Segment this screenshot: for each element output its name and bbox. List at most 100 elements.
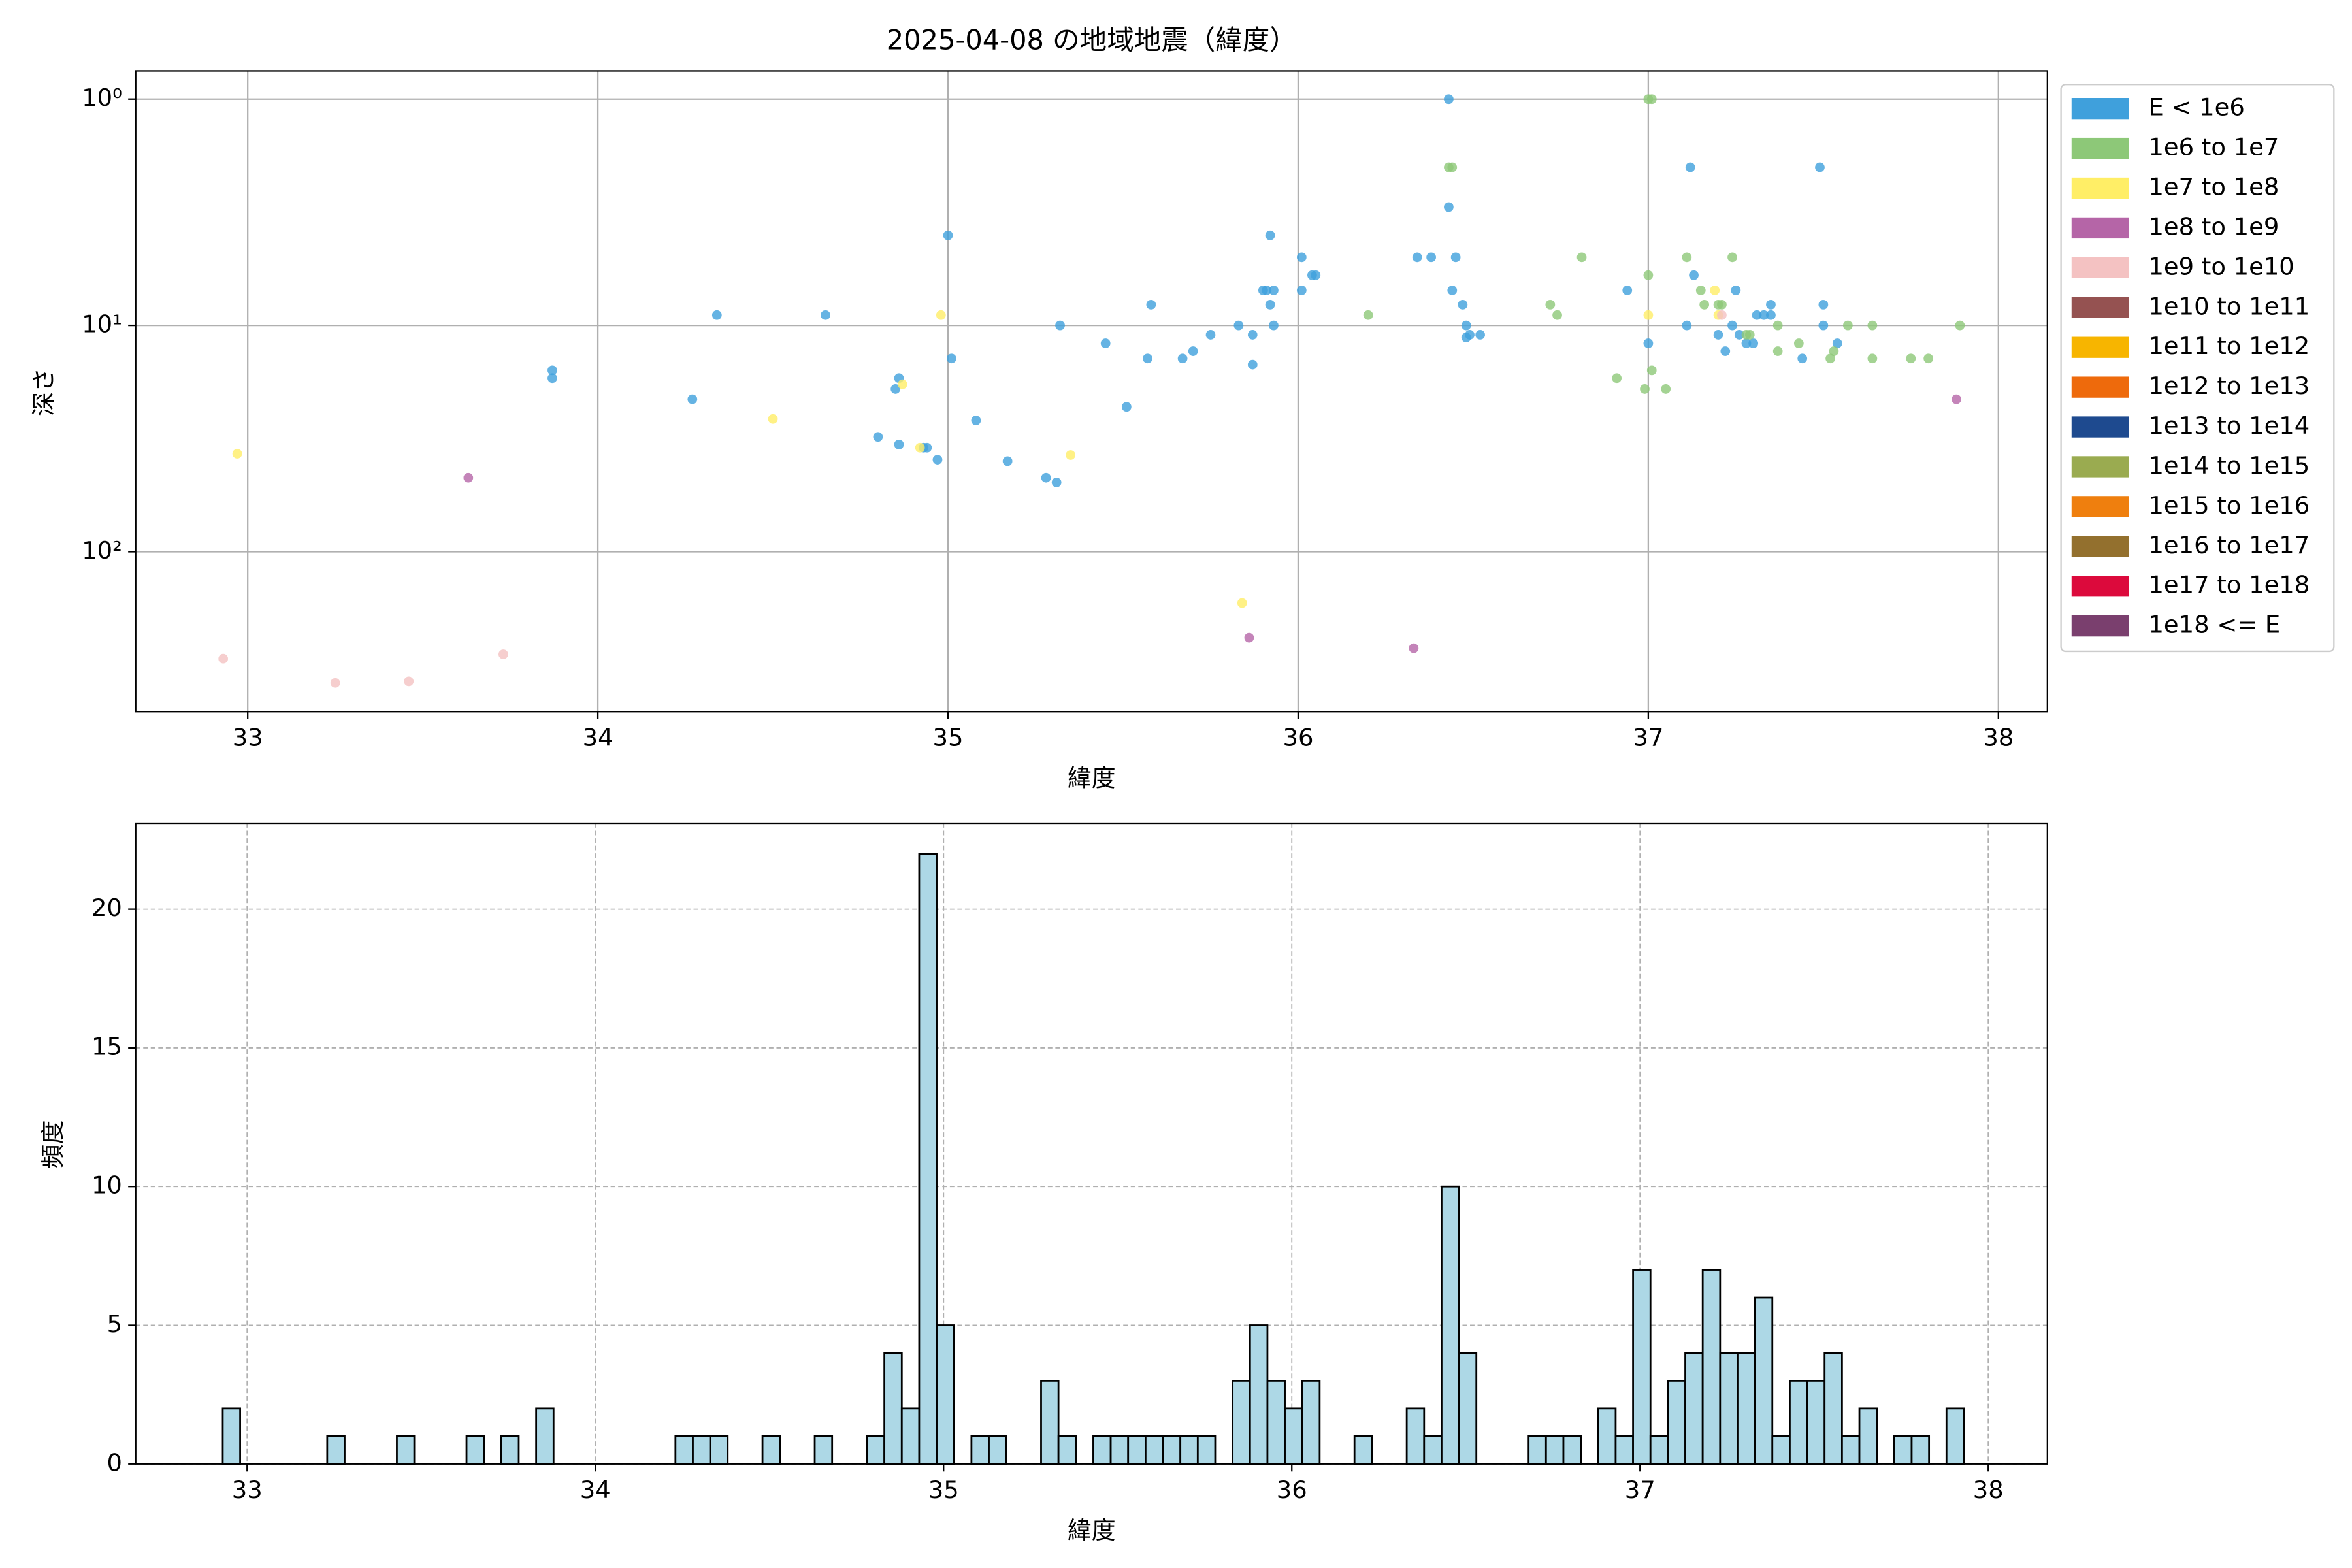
data-point	[1247, 359, 1258, 370]
legend-swatch	[2071, 177, 2129, 199]
data-point	[1121, 402, 1132, 412]
histogram-bar	[936, 1324, 955, 1465]
data-point	[1447, 286, 1458, 295]
data-point	[768, 414, 778, 424]
data-point	[1188, 346, 1198, 356]
legend-label: 1e14 to 1e15	[2148, 451, 2310, 480]
data-point	[1237, 598, 1247, 608]
histogram-bar	[866, 1435, 886, 1465]
histogram-bar	[1614, 1435, 1634, 1465]
histogram-bar	[1893, 1435, 1913, 1465]
histogram-bar	[988, 1435, 1007, 1465]
data-point	[1955, 320, 1965, 331]
histogram-bar	[1754, 1296, 1774, 1465]
data-point	[1465, 330, 1475, 340]
legend-label: 1e10 to 1e11	[2148, 292, 2310, 320]
data-point	[711, 310, 722, 320]
data-point	[1695, 286, 1706, 295]
histogram-bar	[1737, 1352, 1756, 1465]
legend-label: 1e16 to 1e17	[2148, 531, 2310, 559]
data-point	[1748, 338, 1759, 348]
data-point	[947, 353, 956, 364]
data-point	[1661, 384, 1671, 394]
x-tick-label: 33	[233, 723, 263, 751]
data-point	[1699, 300, 1710, 310]
histogram-bar	[1405, 1407, 1426, 1465]
data-point	[1233, 320, 1244, 331]
data-point	[1766, 310, 1776, 320]
y-tick-label: 0	[106, 1448, 122, 1477]
data-point	[1041, 472, 1051, 483]
data-point	[404, 676, 414, 687]
data-point	[1269, 320, 1279, 331]
data-point	[915, 442, 925, 453]
x-tick-label: 36	[1277, 1476, 1307, 1504]
data-point	[1815, 162, 1825, 172]
histogram-bar	[918, 853, 938, 1465]
data-point	[1867, 320, 1878, 331]
x-tick-label: 35	[933, 723, 964, 751]
histogram-bar	[1771, 1435, 1791, 1465]
histogram-bar	[1127, 1435, 1147, 1465]
histogram-bar	[1840, 1435, 1861, 1465]
histogram-bar	[535, 1407, 555, 1465]
data-point	[1640, 384, 1650, 394]
legend-label: 1e12 to 1e13	[2148, 372, 2310, 400]
data-point	[1646, 365, 1657, 376]
y-tick-label: 10¹	[82, 310, 122, 338]
legend-swatch	[2071, 257, 2129, 278]
data-point	[1146, 300, 1156, 310]
data-point	[1269, 286, 1279, 295]
data-point	[1710, 286, 1720, 295]
data-point	[1545, 300, 1556, 310]
data-point	[1311, 270, 1321, 280]
histogram-bar	[1910, 1435, 1931, 1465]
histogram-bar	[1232, 1380, 1251, 1465]
data-point	[1100, 338, 1111, 348]
data-point	[1265, 300, 1275, 310]
data-point	[971, 416, 981, 425]
histogram-bar	[1544, 1435, 1565, 1465]
data-point	[1818, 300, 1829, 310]
data-point	[1447, 162, 1458, 172]
legend-swatch	[2071, 576, 2129, 597]
legend-label: 1e9 to 1e10	[2148, 252, 2294, 280]
data-point	[1717, 310, 1727, 320]
data-point	[232, 449, 242, 459]
data-point	[1682, 252, 1692, 263]
data-point	[1793, 338, 1804, 348]
data-point	[1825, 353, 1835, 364]
histogram-bar	[674, 1435, 694, 1465]
data-point	[687, 394, 698, 404]
histogram-bar	[1789, 1380, 1808, 1465]
histogram-bar	[1353, 1435, 1373, 1465]
data-point	[1759, 310, 1769, 320]
histogram-bar	[221, 1407, 241, 1465]
x-tick-label: 34	[580, 1476, 611, 1504]
data-point	[1842, 320, 1853, 331]
histogram-bar	[1266, 1380, 1286, 1465]
data-point	[897, 379, 907, 389]
data-point	[1713, 330, 1723, 340]
legend-label: 1e8 to 1e9	[2148, 212, 2279, 240]
histogram-bar	[326, 1435, 346, 1465]
y-axis-label: 深さ	[30, 368, 58, 416]
data-point	[1262, 286, 1272, 295]
data-point	[1612, 373, 1622, 384]
histogram-bar	[465, 1435, 485, 1465]
data-point	[1296, 286, 1307, 295]
legend-label: 1e11 to 1e12	[2148, 332, 2310, 360]
data-point	[1051, 477, 1062, 487]
data-point	[1205, 330, 1216, 340]
data-point	[943, 230, 953, 240]
histogram-bar	[1945, 1407, 1965, 1465]
x-tick-label: 33	[232, 1476, 263, 1504]
data-point	[1576, 252, 1587, 263]
histogram-bar	[1527, 1435, 1547, 1465]
data-point	[1832, 338, 1842, 348]
histogram-bar	[1109, 1435, 1130, 1465]
data-point	[821, 310, 830, 320]
legend-label: E < 1e6	[2148, 93, 2244, 122]
y-tick-label: 10	[91, 1171, 122, 1200]
